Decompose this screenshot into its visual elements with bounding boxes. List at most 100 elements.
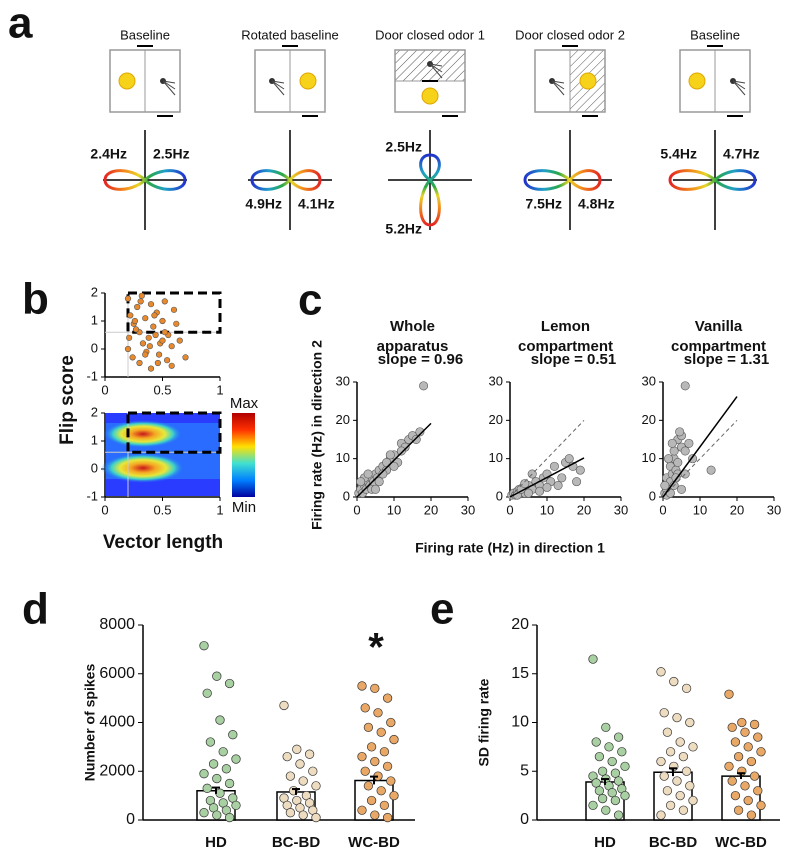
data-point — [376, 786, 386, 796]
data-point — [279, 700, 289, 711]
rate-label: 4.8Hz — [578, 196, 615, 212]
x-tick-label: 0 — [101, 382, 108, 397]
x-tick-label: 0.5 — [153, 382, 171, 397]
data-point — [142, 315, 149, 322]
data-point — [601, 722, 611, 733]
animal-trace — [271, 80, 285, 96]
data-point — [292, 744, 302, 754]
y-tick-label: 20 — [511, 616, 529, 633]
data-point — [159, 337, 166, 344]
data-point — [126, 334, 133, 341]
data-point — [379, 800, 390, 811]
data-point — [356, 477, 366, 487]
data-point — [727, 722, 737, 733]
data-point — [170, 306, 178, 313]
animal-trace — [271, 80, 285, 90]
data-point — [740, 781, 750, 791]
animal-trace — [551, 80, 565, 84]
data-point — [620, 761, 630, 772]
x-tick-label: 0 — [101, 502, 108, 517]
x-tick-label: 0 — [353, 502, 360, 517]
animal-trace — [429, 63, 443, 73]
data-point — [161, 329, 168, 336]
data-point — [575, 465, 585, 475]
data-point — [208, 759, 219, 769]
colorbar-label: Min — [232, 499, 256, 516]
data-point — [370, 756, 380, 767]
data-point — [597, 793, 608, 804]
x-tick-label: WC-BD — [715, 834, 767, 851]
data-point — [733, 805, 744, 815]
x-tick-label: 0.5 — [153, 502, 171, 517]
data-point — [304, 749, 315, 759]
data-point — [659, 708, 669, 718]
data-point — [749, 771, 760, 781]
data-point — [746, 756, 757, 767]
y-axis-label: Number of spikes — [82, 664, 98, 782]
data-point — [419, 381, 429, 391]
y-axis-label: Firing rate (Hz) in direction 2 — [309, 340, 325, 530]
data-point — [147, 365, 155, 372]
polar-tuning-curve — [419, 153, 441, 227]
data-point — [168, 343, 175, 350]
data-point — [389, 461, 399, 471]
data-point — [672, 776, 682, 786]
polar-tuning-curve — [103, 169, 187, 191]
lemon — [118, 72, 136, 90]
data-point — [733, 751, 744, 762]
lemon — [299, 72, 317, 90]
animal-trace — [732, 80, 746, 90]
data-point — [669, 446, 679, 456]
data-point — [154, 359, 161, 367]
data-point — [672, 712, 682, 723]
y-tick-label: 0 — [649, 488, 656, 503]
fit-line — [509, 457, 585, 498]
data-point — [617, 747, 627, 757]
rate-label: 4.1Hz — [298, 196, 335, 212]
data-point — [665, 800, 676, 811]
rate-label: 4.7Hz — [723, 146, 760, 162]
data-point — [688, 795, 698, 806]
data-point — [535, 486, 545, 496]
data-point — [730, 790, 741, 801]
data-point — [357, 751, 367, 762]
panel-label: b — [22, 275, 49, 324]
animal-trace — [551, 80, 565, 90]
data-point — [131, 317, 138, 325]
selection-box — [126, 411, 222, 454]
data-point — [379, 747, 390, 757]
data-point — [743, 795, 753, 806]
data-point — [389, 734, 399, 745]
data-point — [224, 678, 235, 689]
y-tick-label: 20 — [336, 412, 350, 427]
data-point — [124, 345, 132, 353]
data-point — [161, 298, 168, 305]
data-point — [706, 465, 716, 475]
x-tick-label: 10 — [540, 502, 554, 517]
data-point — [298, 776, 308, 786]
x-axis-label: Firing rate (Hz) in direction 1 — [415, 540, 605, 556]
data-point — [127, 312, 134, 319]
data-point — [396, 446, 406, 456]
animal-trace — [732, 80, 746, 84]
condition-title: Door closed odor 1 — [375, 27, 485, 42]
data-point — [678, 805, 689, 815]
data-point — [132, 326, 140, 333]
data-point — [218, 747, 228, 757]
y-tick-label: 30 — [336, 373, 350, 388]
data-point — [199, 769, 209, 779]
x-tick-label: 30 — [461, 502, 475, 517]
data-point — [164, 357, 171, 364]
data-point — [142, 351, 149, 358]
data-point — [357, 805, 367, 815]
data-point — [159, 317, 166, 325]
animal-trace — [271, 80, 285, 84]
data-point — [610, 795, 621, 806]
data-point — [124, 295, 132, 302]
data-point — [282, 751, 292, 762]
x-tick-label: WC-BD — [348, 834, 400, 851]
subplot-title: Whole — [390, 318, 435, 335]
polar-tuning-curve — [668, 169, 757, 191]
data-point — [212, 773, 222, 784]
data-point — [613, 810, 624, 820]
